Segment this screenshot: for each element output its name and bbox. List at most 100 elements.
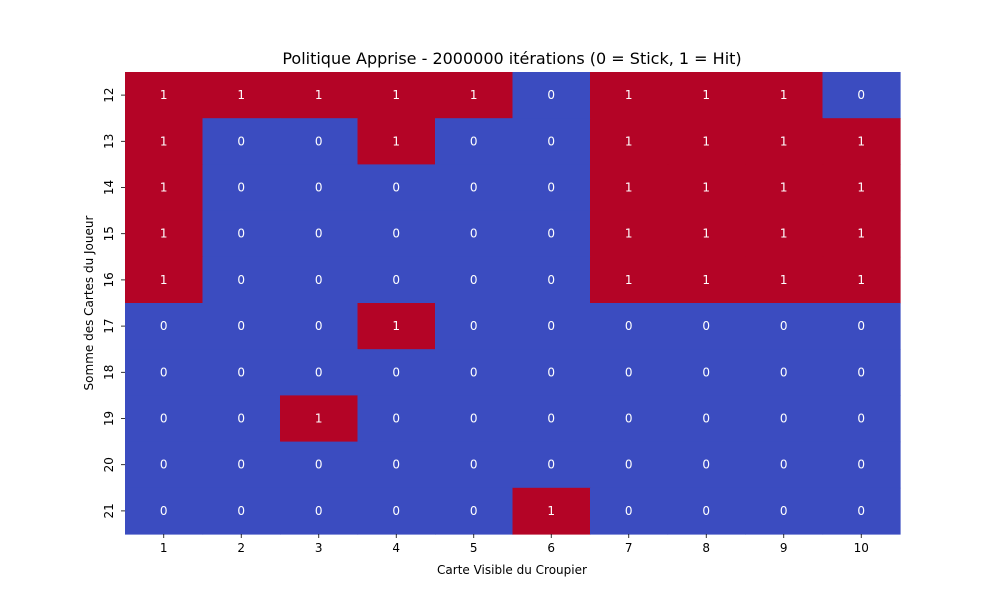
cell-value-label: 0 <box>237 504 245 518</box>
cell-value-label: 0 <box>392 365 400 379</box>
heatmap-cell <box>125 303 204 350</box>
heatmap-cell <box>357 303 436 350</box>
cell-value-label: 0 <box>315 181 323 195</box>
heatmap-cell <box>745 210 824 258</box>
heatmap-cell <box>745 395 824 443</box>
heatmap-cell <box>745 349 824 396</box>
heatmap-cell <box>512 303 591 350</box>
cell-value-label: 0 <box>625 412 633 426</box>
cell-value-label: 1 <box>780 134 788 148</box>
cell-value-label: 1 <box>315 412 323 426</box>
y-tick-label: 14 <box>102 180 116 195</box>
cell-value-label: 0 <box>392 412 400 426</box>
heatmap-cell <box>202 72 281 119</box>
heatmap-cell <box>590 210 669 258</box>
heatmap-cell <box>667 210 746 258</box>
cell-value-label: 0 <box>702 319 710 333</box>
cell-value-label: 0 <box>857 88 865 102</box>
cell-value-label: 0 <box>547 134 555 148</box>
y-tick-label: 17 <box>102 318 116 333</box>
heatmap-cell <box>125 118 204 165</box>
heatmap-cell <box>202 164 281 212</box>
cell-value-label: 1 <box>702 273 710 287</box>
cell-value-label: 0 <box>547 458 555 472</box>
cell-value-label: 0 <box>237 365 245 379</box>
heatmap-cell <box>435 210 514 258</box>
heatmap-cell <box>357 487 436 535</box>
cell-value-label: 1 <box>780 227 788 241</box>
heatmap-cell <box>357 256 436 304</box>
cell-value-label: 0 <box>702 504 710 518</box>
cell-value-label: 0 <box>392 273 400 287</box>
heatmap-cell <box>435 303 514 350</box>
cell-value-label: 0 <box>237 273 245 287</box>
cell-value-label: 0 <box>160 365 168 379</box>
x-tick-label: 7 <box>625 541 633 555</box>
heatmap-cell <box>202 210 281 258</box>
heatmap-cell <box>822 210 901 258</box>
cell-value-label: 0 <box>702 412 710 426</box>
cell-value-label: 0 <box>160 319 168 333</box>
heatmap-cell <box>512 256 591 304</box>
heatmap-cell <box>590 487 669 535</box>
cell-value-label: 0 <box>780 365 788 379</box>
heatmap-cell <box>202 349 281 396</box>
heatmap-cell <box>822 349 901 396</box>
cell-value-label: 1 <box>857 134 865 148</box>
cell-value-label: 0 <box>702 458 710 472</box>
heatmap-cell <box>357 349 436 396</box>
x-tick-label: 3 <box>315 541 323 555</box>
heatmap-cell <box>280 210 359 258</box>
heatmap-cell <box>667 164 746 212</box>
cell-value-label: 1 <box>392 88 400 102</box>
cell-value-label: 0 <box>237 412 245 426</box>
heatmap-cell <box>512 118 591 165</box>
x-axis-ticks: 1 2 3 4 5 6 7 8 9 10 <box>160 534 869 555</box>
x-tick-label: 5 <box>470 541 478 555</box>
cell-value-label: 0 <box>315 227 323 241</box>
x-tick-label: 8 <box>702 541 710 555</box>
cell-value-label: 1 <box>857 181 865 195</box>
heatmap-cell <box>357 395 436 443</box>
cell-value-label: 1 <box>780 181 788 195</box>
cell-value-label: 0 <box>237 181 245 195</box>
cell-value-label: 0 <box>547 88 555 102</box>
heatmap-cell <box>125 210 204 258</box>
heatmap-cell <box>745 118 824 165</box>
cell-value-label: 1 <box>625 181 633 195</box>
cell-value-label: 0 <box>857 319 865 333</box>
heatmap-cell <box>512 164 591 212</box>
y-tick-label: 18 <box>102 365 116 380</box>
heatmap-cell <box>822 118 901 165</box>
cell-value-label: 0 <box>160 458 168 472</box>
heatmap-cell <box>357 441 436 489</box>
cell-value-label: 1 <box>702 88 710 102</box>
cell-value-label: 1 <box>237 88 245 102</box>
heatmap-cell <box>822 303 901 350</box>
cell-value-label: 1 <box>625 134 633 148</box>
cell-value-label: 1 <box>702 227 710 241</box>
y-tick-label: 12 <box>102 87 116 102</box>
heatmap-cell <box>435 441 514 489</box>
heatmap-cell <box>512 487 591 535</box>
heatmap-cell <box>667 395 746 443</box>
heatmap-cell <box>357 72 436 119</box>
heatmap-cell <box>202 487 281 535</box>
cell-value-label: 0 <box>392 181 400 195</box>
cell-value-label: 0 <box>470 504 478 518</box>
cell-value-label: 0 <box>470 365 478 379</box>
heatmap-cell <box>202 303 281 350</box>
x-axis-label: Carte Visible du Croupier <box>437 563 587 577</box>
heatmap-cell <box>202 118 281 165</box>
heatmap-cell <box>280 395 359 443</box>
heatmap-cell <box>590 118 669 165</box>
cell-value-label: 0 <box>392 504 400 518</box>
cell-value-label: 0 <box>547 273 555 287</box>
heatmap-cell <box>357 164 436 212</box>
y-tick-label: 20 <box>102 457 116 472</box>
cell-value-label: 0 <box>392 227 400 241</box>
heatmap-cell <box>590 72 669 119</box>
cell-value-label: 0 <box>160 412 168 426</box>
cell-value-label: 0 <box>857 458 865 472</box>
heatmap-cell <box>822 441 901 489</box>
